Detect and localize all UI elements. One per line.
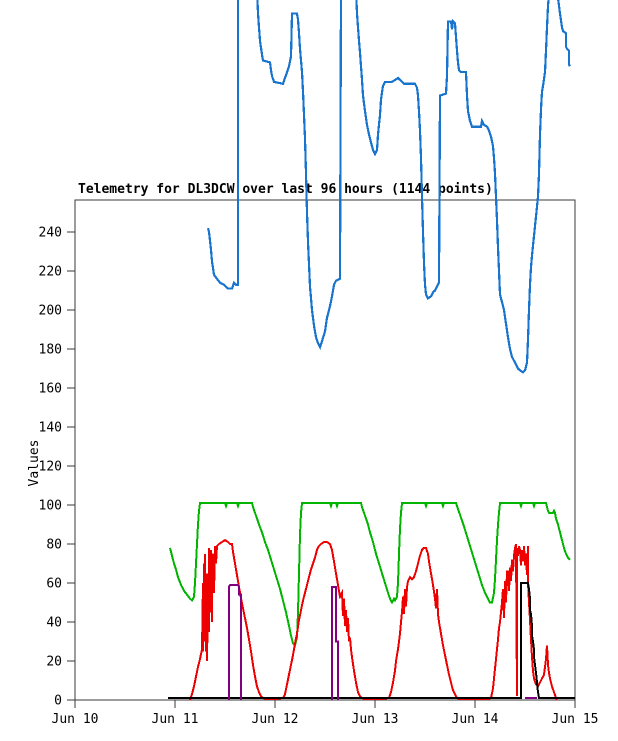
y-tick-label: 100 bbox=[39, 499, 62, 514]
x-tick-label: Jun 15 bbox=[552, 712, 599, 727]
series-channel-red-line bbox=[189, 538, 558, 701]
x-tick-label: Jun 10 bbox=[52, 712, 99, 727]
series-channel-blue-line bbox=[206, 0, 571, 374]
series-channel-green-line bbox=[169, 502, 571, 648]
series-channel-purple-line bbox=[228, 584, 242, 700]
y-tick-label: 180 bbox=[39, 343, 62, 358]
y-tick-label: 40 bbox=[46, 616, 62, 631]
x-tick-label: Jun 14 bbox=[452, 712, 499, 727]
series-channel-purple-line bbox=[331, 585, 339, 700]
x-tick-label: Jun 11 bbox=[152, 712, 199, 727]
y-tick-label: 60 bbox=[46, 577, 62, 592]
y-tick-label: 0 bbox=[54, 694, 62, 709]
y-tick-label: 120 bbox=[39, 460, 62, 475]
chart-title: Telemetry for DL3DCW over last 96 hours … bbox=[78, 182, 493, 197]
plot-frame bbox=[74, 199, 576, 701]
y-tick-label: 160 bbox=[39, 382, 62, 397]
x-tick-label: Jun 13 bbox=[352, 712, 399, 727]
series-channel-black-line bbox=[168, 582, 575, 699]
y-tick-label: 200 bbox=[39, 304, 62, 319]
y-tick-label: 80 bbox=[46, 538, 62, 553]
y-tick-label: 20 bbox=[46, 655, 62, 670]
y-tick-label: 140 bbox=[39, 421, 62, 436]
y-axis-label: Values bbox=[27, 440, 42, 487]
y-tick-label: 220 bbox=[39, 265, 62, 280]
y-tick-label: 240 bbox=[39, 226, 62, 241]
x-tick-label: Jun 12 bbox=[252, 712, 299, 727]
